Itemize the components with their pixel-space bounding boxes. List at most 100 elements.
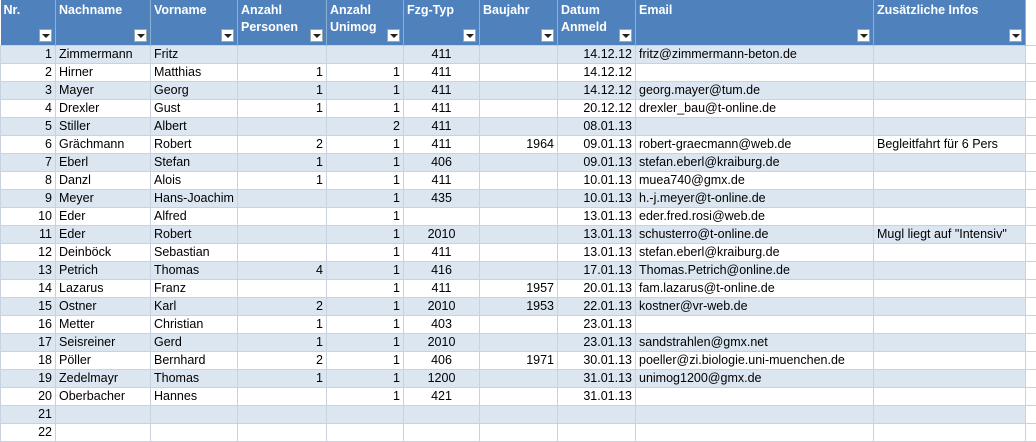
cell[interactable]: 411: [404, 81, 480, 99]
cell[interactable]: [480, 171, 558, 189]
cell[interactable]: 10.01.13: [558, 171, 636, 189]
cell[interactable]: 2: [238, 297, 327, 315]
cell[interactable]: 1: [327, 135, 404, 153]
cell[interactable]: 18: [1, 351, 56, 369]
cell[interactable]: 1: [327, 333, 404, 351]
filter-dropdown[interactable]: [221, 29, 234, 42]
cell[interactable]: eder.fred.rosi@web.de: [636, 207, 874, 225]
cell[interactable]: 1: [327, 315, 404, 333]
cell[interactable]: 16: [1, 315, 56, 333]
cell[interactable]: [874, 423, 1026, 441]
cell[interactable]: 1: [327, 171, 404, 189]
cell[interactable]: stefan.eberl@kraiburg.de: [636, 243, 874, 261]
cell[interactable]: Hans-Joachim: [151, 189, 238, 207]
cell[interactable]: [874, 63, 1026, 81]
cell[interactable]: 30.01.13: [558, 351, 636, 369]
cell[interactable]: Eder: [56, 207, 151, 225]
cell[interactable]: 2010: [404, 297, 480, 315]
cell[interactable]: Thomas: [151, 369, 238, 387]
cell[interactable]: [874, 387, 1026, 405]
cell[interactable]: [480, 45, 558, 63]
cell[interactable]: 14.12.12: [558, 81, 636, 99]
cell[interactable]: Danzl: [56, 171, 151, 189]
cell[interactable]: Fritz: [151, 45, 238, 63]
cell[interactable]: [238, 189, 327, 207]
cell[interactable]: Bernhard: [151, 351, 238, 369]
cell[interactable]: [404, 207, 480, 225]
cell[interactable]: poeller@zi.biologie.uni-muenchen.de: [636, 351, 874, 369]
cell[interactable]: Robert: [151, 135, 238, 153]
cell[interactable]: Gust: [151, 99, 238, 117]
cell[interactable]: 1: [327, 207, 404, 225]
cell[interactable]: 4: [1, 99, 56, 117]
cell[interactable]: [238, 243, 327, 261]
cell[interactable]: Georg: [151, 81, 238, 99]
cell[interactable]: Seisreiner: [56, 333, 151, 351]
cell[interactable]: 2: [327, 117, 404, 135]
cell[interactable]: 406: [404, 153, 480, 171]
cell[interactable]: Hannes: [151, 387, 238, 405]
cell[interactable]: Eberl: [56, 153, 151, 171]
cell[interactable]: [874, 369, 1026, 387]
cell[interactable]: [480, 117, 558, 135]
cell[interactable]: [480, 423, 558, 441]
cell[interactable]: 10: [1, 207, 56, 225]
cell[interactable]: 14: [1, 279, 56, 297]
cell[interactable]: Mayer: [56, 81, 151, 99]
cell[interactable]: [558, 405, 636, 423]
empty-cell[interactable]: [1026, 369, 1036, 387]
cell[interactable]: 17.01.13: [558, 261, 636, 279]
cell[interactable]: 1: [327, 225, 404, 243]
cell[interactable]: [874, 405, 1026, 423]
cell[interactable]: [874, 81, 1026, 99]
cell[interactable]: 1: [327, 81, 404, 99]
cell[interactable]: [480, 99, 558, 117]
empty-cell[interactable]: [1026, 117, 1036, 135]
cell[interactable]: 1: [327, 99, 404, 117]
empty-cell[interactable]: [1026, 351, 1036, 369]
filter-dropdown[interactable]: [39, 29, 52, 42]
cell[interactable]: [327, 45, 404, 63]
cell[interactable]: 21: [1, 405, 56, 423]
filter-dropdown[interactable]: [619, 29, 632, 42]
filter-dropdown[interactable]: [463, 29, 476, 42]
cell[interactable]: [636, 63, 874, 81]
cell[interactable]: 406: [404, 351, 480, 369]
cell[interactable]: 411: [404, 171, 480, 189]
cell[interactable]: 20: [1, 387, 56, 405]
cell[interactable]: Franz: [151, 279, 238, 297]
cell[interactable]: 411: [404, 45, 480, 63]
cell[interactable]: Drexler: [56, 99, 151, 117]
cell[interactable]: 7: [1, 153, 56, 171]
cell[interactable]: 1: [238, 99, 327, 117]
cell[interactable]: [636, 405, 874, 423]
cell[interactable]: [480, 81, 558, 99]
cell[interactable]: 1: [327, 153, 404, 171]
cell[interactable]: 411: [404, 135, 480, 153]
empty-cell[interactable]: [1026, 243, 1036, 261]
cell[interactable]: 1: [327, 351, 404, 369]
cell[interactable]: 421: [404, 387, 480, 405]
cell[interactable]: [480, 153, 558, 171]
cell[interactable]: Grächmann: [56, 135, 151, 153]
cell[interactable]: [238, 279, 327, 297]
cell[interactable]: 403: [404, 315, 480, 333]
cell[interactable]: 09.01.13: [558, 135, 636, 153]
cell[interactable]: Zimmermann: [56, 45, 151, 63]
filter-dropdown[interactable]: [1009, 29, 1022, 42]
cell[interactable]: 2: [1, 63, 56, 81]
cell[interactable]: Meyer: [56, 189, 151, 207]
cell[interactable]: 12: [1, 243, 56, 261]
cell[interactable]: 1: [327, 387, 404, 405]
cell[interactable]: 411: [404, 99, 480, 117]
cell[interactable]: [480, 333, 558, 351]
cell[interactable]: [636, 315, 874, 333]
cell[interactable]: 1964: [480, 135, 558, 153]
cell[interactable]: 2010: [404, 225, 480, 243]
empty-cell[interactable]: [1026, 333, 1036, 351]
empty-cell[interactable]: [1026, 225, 1036, 243]
cell[interactable]: [238, 225, 327, 243]
cell[interactable]: [404, 405, 480, 423]
cell[interactable]: Robert: [151, 225, 238, 243]
cell[interactable]: [238, 387, 327, 405]
